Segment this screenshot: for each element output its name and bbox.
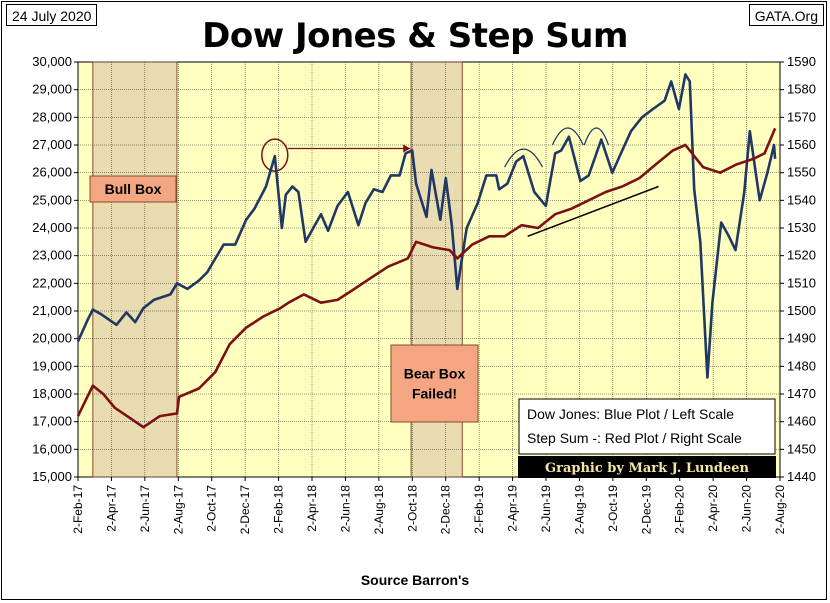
- legend-line-dow: Dow Jones: Blue Plot / Left Scale: [527, 406, 734, 422]
- x-tick-label: 2-Aug-18: [372, 485, 386, 535]
- y-right-tick-label: 1540: [787, 192, 816, 207]
- bear-box-label-text: Bear Box: [404, 366, 466, 382]
- y-right-tick-label: 1460: [787, 414, 816, 429]
- y-right-tick-label: 1570: [787, 109, 816, 124]
- y-right-tick-label: 1500: [787, 303, 816, 318]
- x-tick-label: 2-Apr-19: [506, 485, 520, 532]
- bull-box-label-text: Bull Box: [105, 181, 162, 197]
- x-tick-label: 2-Oct-18: [405, 485, 419, 532]
- x-tick-label: 2-Oct-17: [205, 485, 219, 532]
- y-right-tick-label: 1580: [787, 82, 816, 97]
- bull-box-label: [89, 175, 177, 203]
- y-left-tick-label: 21,000: [32, 303, 72, 318]
- y-right-tick-label: 1530: [787, 220, 816, 235]
- arrow-head: [403, 144, 411, 153]
- y-right-tick-label: 1550: [787, 165, 816, 180]
- x-tick-label: 2-Apr-17: [104, 485, 118, 532]
- date-label: 24 July 2020: [6, 4, 98, 26]
- credit-label: Graphic by Mark J. Lundeen: [545, 461, 750, 476]
- y-left-tick-label: 28,000: [32, 109, 72, 124]
- y-right-tick-label: 1560: [787, 137, 816, 152]
- x-tick-label: 2-Dec-18: [439, 485, 453, 535]
- x-tick-label: 2-Feb-18: [272, 485, 286, 534]
- y-left-tick-label: 23,000: [32, 248, 72, 263]
- y-left-tick-label: 24,000: [32, 220, 72, 235]
- y-left-tick-label: 29,000: [32, 82, 72, 97]
- y-left-tick-label: 16,000: [32, 441, 72, 456]
- x-tick-label: 2-Oct-19: [606, 485, 620, 532]
- trend-line: [527, 185, 659, 238]
- y-right-tick-label: 1490: [787, 331, 816, 346]
- y-left-tick-label: 26,000: [32, 165, 72, 180]
- pattern-arc-2: [551, 127, 584, 146]
- x-tick-label: 2-Jun-18: [338, 485, 352, 533]
- x-tick-label: 2-Feb-17: [71, 485, 85, 534]
- y-left-tick-label: 27,000: [32, 137, 72, 152]
- x-tick-label: 2-Dec-17: [238, 485, 252, 535]
- x-tick-label: 2-Aug-19: [572, 485, 586, 535]
- pattern-arc-3: [583, 127, 610, 146]
- x-tick-label: 2-Aug-17: [171, 485, 185, 535]
- pattern-arc-1: [504, 148, 544, 168]
- y-right-tick-label: 1590: [787, 54, 816, 69]
- y-left-tick-label: 20,000: [32, 331, 72, 346]
- x-tick-label: 2-Jun-17: [138, 485, 152, 533]
- y-left-tick-label: 25,000: [32, 192, 72, 207]
- y-right-tick-label: 1480: [787, 358, 816, 373]
- y-right-tick-label: 1520: [787, 248, 816, 263]
- top-circle: [261, 138, 289, 172]
- series-line-step-sum: [76, 127, 777, 429]
- x-tick-label: 2-Feb-19: [472, 485, 486, 534]
- y-left-tick-label: 19,000: [32, 358, 72, 373]
- x-tick-label: 2-Jun-19: [539, 485, 553, 533]
- y-right-tick-label: 1510: [787, 275, 816, 290]
- credit-box: [518, 456, 776, 478]
- y-left-tick-label: 30,000: [32, 54, 72, 69]
- y-left-tick-label: 15,000: [32, 469, 72, 484]
- series-line-dow-jones: [76, 73, 777, 379]
- y-right-tick-label: 1470: [787, 386, 816, 401]
- x-tick-label: 2-Apr-18: [305, 485, 319, 532]
- brand-label: GATA.Org: [748, 4, 824, 26]
- x-axis-label: Source Barron's: [360, 572, 470, 588]
- bear-box-label: [390, 344, 479, 423]
- legend-box: [518, 398, 776, 455]
- x-tick-label: 2-Jun-20: [740, 485, 754, 533]
- x-tick-label: 2-Apr-20: [706, 485, 720, 532]
- x-tick-label: 2-Feb-20: [673, 485, 687, 534]
- chart-title: Dow Jones & Step Sum: [202, 16, 628, 56]
- y-left-tick-label: 17,000: [32, 414, 72, 429]
- y-left-tick-label: 18,000: [32, 386, 72, 401]
- y-right-tick-label: 1450: [787, 441, 816, 456]
- y-right-tick-label: 1440: [787, 469, 816, 484]
- x-tick-label: 2-Aug-20: [773, 485, 787, 535]
- y-left-tick-label: 22,000: [32, 275, 72, 290]
- bear-box-label-text: Failed!: [412, 386, 457, 402]
- legend-line-step-sum: Step Sum -: Red Plot / Right Scale: [527, 430, 742, 446]
- x-tick-label: 2-Dec-19: [639, 485, 653, 535]
